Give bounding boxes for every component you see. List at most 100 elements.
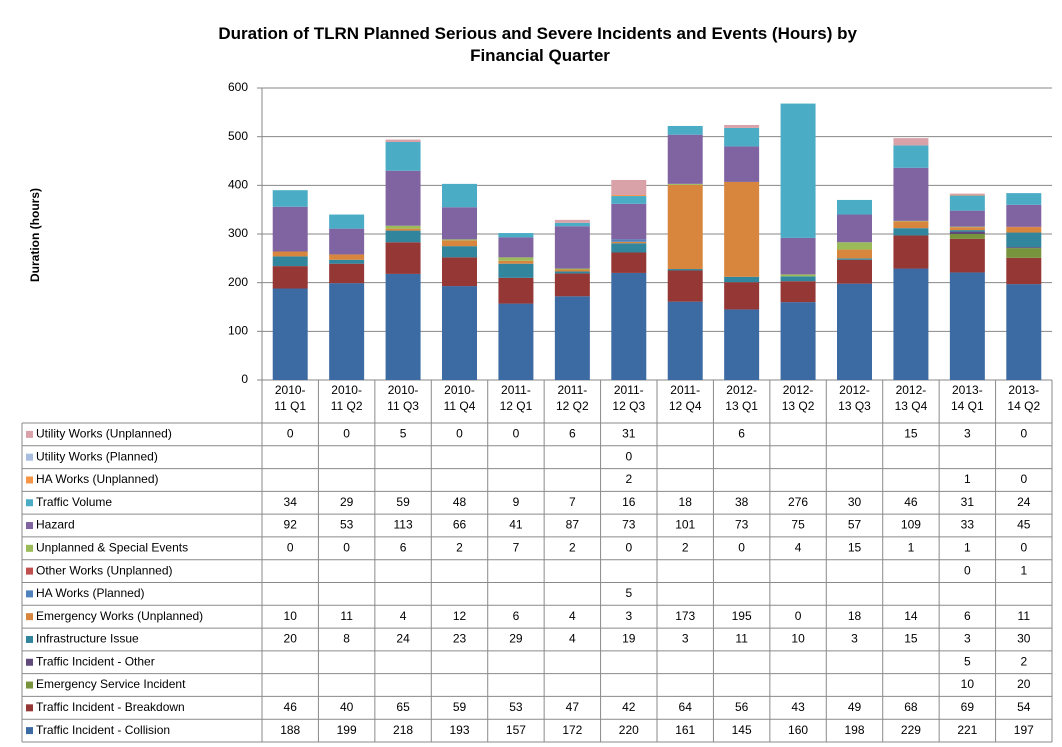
chart-title: Duration of TLRN Planned Serious and Sev…	[218, 24, 861, 65]
table-value: 53	[340, 518, 354, 532]
table-value: 65	[396, 700, 410, 714]
bar-segment	[385, 139, 421, 143]
bar-segment	[272, 256, 308, 267]
table-value: 7	[513, 540, 520, 554]
table-value: 172	[562, 723, 582, 737]
table-value: 47	[566, 700, 580, 714]
x-tick-label: 2012-13 Q3	[838, 383, 871, 413]
table-value: 199	[337, 723, 357, 737]
table-value: 56	[735, 700, 749, 714]
bar-segment	[329, 263, 365, 284]
y-tick-label: 600	[228, 80, 248, 94]
bar-segment	[724, 276, 760, 283]
table-value: 59	[396, 495, 410, 509]
table-value: 2	[456, 540, 463, 554]
bar-segment	[1006, 232, 1042, 248]
table-value: 15	[904, 632, 918, 646]
bar-segment	[1006, 257, 1042, 285]
legend-key	[26, 635, 33, 643]
bar-segment	[893, 138, 929, 146]
table-value: 64	[679, 700, 693, 714]
legend-key	[26, 453, 33, 461]
bar-segment	[329, 283, 365, 380]
bar-segment	[442, 257, 477, 287]
table-value: 101	[675, 518, 695, 532]
table-value: 3	[964, 632, 971, 646]
table-value: 46	[284, 700, 298, 714]
bar-segment	[724, 181, 760, 277]
legend-label: Other Works (Unplanned)	[36, 563, 173, 577]
bar-segment	[724, 127, 760, 147]
legend-label: Traffic Incident - Breakdown	[36, 700, 185, 714]
x-tick-label: 2010-11 Q2	[331, 383, 363, 413]
table-value: 220	[619, 723, 639, 737]
bar-segment	[667, 125, 703, 135]
bar-segment	[837, 214, 872, 243]
legend-key	[26, 430, 33, 438]
bar-segment	[611, 272, 647, 380]
bar-segment	[949, 230, 985, 232]
bar-segment	[724, 282, 760, 310]
legend-label: Traffic Incident - Other	[36, 654, 155, 668]
table-value: 40	[340, 700, 354, 714]
table-value: 1	[908, 540, 915, 554]
table-value: 3	[625, 609, 632, 623]
table-value: 2	[682, 540, 689, 554]
bar-segment	[949, 227, 985, 231]
table-value: 6	[569, 427, 576, 441]
bar-segment	[667, 134, 703, 184]
table-value: 10	[284, 609, 298, 623]
bar-segment	[1006, 204, 1042, 227]
table-value: 24	[396, 632, 410, 646]
table-value: 4	[795, 540, 802, 554]
bar-segment	[611, 241, 647, 244]
table-value: 3	[851, 632, 858, 646]
table-value: 0	[625, 449, 632, 463]
bar-segment	[385, 228, 421, 231]
table-value: 0	[287, 540, 294, 554]
bar-segment	[893, 145, 929, 168]
table-value: 23	[453, 632, 467, 646]
bar-segment	[837, 259, 872, 284]
table-value: 6	[400, 540, 407, 554]
table-value: 0	[513, 427, 520, 441]
table-value: 12	[453, 609, 467, 623]
table-value: 19	[622, 632, 636, 646]
table-value: 75	[791, 518, 805, 532]
bar-segment	[554, 226, 590, 269]
bar-segment	[949, 234, 985, 239]
bar-segment	[893, 228, 929, 236]
table-value: 57	[848, 518, 862, 532]
bar-segment	[442, 240, 477, 247]
legend-key	[26, 704, 33, 712]
table-value: 109	[901, 518, 921, 532]
bar-segment	[667, 184, 703, 270]
table-value: 38	[735, 495, 749, 509]
bar-segment	[949, 193, 985, 196]
bar-segment	[893, 235, 929, 269]
x-tick-label: 2012-13 Q1	[725, 383, 758, 413]
x-tick-label: 2011-12 Q3	[612, 383, 645, 413]
bar-segment	[611, 195, 647, 197]
table-value: 3	[964, 427, 971, 441]
table-value: 31	[622, 427, 636, 441]
x-tick-label: 2012-13 Q2	[782, 383, 815, 413]
y-tick-label: 0	[241, 372, 248, 386]
x-tick-label: 2011-12 Q1	[500, 383, 533, 413]
table-value: 45	[1017, 518, 1031, 532]
legend-label: HA Works (Unplanned)	[36, 472, 159, 486]
table-value: 5	[964, 654, 971, 668]
bar-segment	[837, 249, 872, 259]
table-value: 24	[1017, 495, 1031, 509]
table-value: 197	[1014, 723, 1034, 737]
table-value: 49	[848, 700, 862, 714]
table-value: 1	[1020, 563, 1027, 577]
table-value: 73	[622, 518, 636, 532]
table-value: 34	[284, 495, 298, 509]
bar-segment	[949, 195, 985, 211]
table-value: 7	[569, 495, 576, 509]
table-value: 11	[340, 609, 353, 623]
table-value: 193	[449, 723, 469, 737]
table-value: 8	[343, 632, 350, 646]
bar-segment	[667, 183, 703, 185]
